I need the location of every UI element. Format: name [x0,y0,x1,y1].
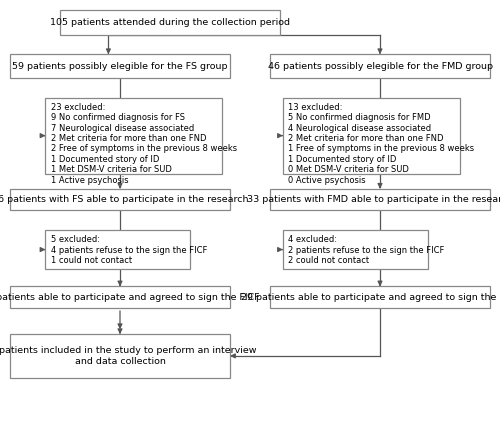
FancyBboxPatch shape [270,286,490,308]
FancyBboxPatch shape [45,230,190,269]
FancyBboxPatch shape [10,189,230,210]
Text: 59 patients possibly elegible for the FS group: 59 patients possibly elegible for the FS… [12,62,228,71]
FancyBboxPatch shape [270,54,490,78]
Text: 105 patients attended during the collection period: 105 patients attended during the collect… [50,18,290,26]
FancyBboxPatch shape [10,334,230,378]
FancyBboxPatch shape [60,10,280,35]
Text: 36 patients with FS able to participate in the research: 36 patients with FS able to participate … [0,195,248,204]
FancyBboxPatch shape [10,54,230,78]
Text: 13 excluded:
5 No confirmed diagnosis for FMD
4 Neurological disease associated
: 13 excluded: 5 No confirmed diagnosis fo… [288,103,474,184]
Text: 33 patients with FMD able to participate in the research: 33 patients with FMD able to participate… [247,195,500,204]
FancyBboxPatch shape [45,98,222,174]
FancyBboxPatch shape [10,286,230,308]
Text: 23 excluded:
9 No confirmed diagnosis for FS
7 Neurological disease associated
2: 23 excluded: 9 No confirmed diagnosis fo… [51,103,237,184]
Text: 31 patients able to participate and agreed to sign the FICF: 31 patients able to participate and agre… [0,293,260,302]
FancyBboxPatch shape [282,98,460,174]
Text: 60 patients included in the study to perform an interview
and data collection: 60 patients included in the study to per… [0,346,256,365]
FancyBboxPatch shape [282,230,428,269]
Text: 29 patients able to participate and agreed to sign the FICF: 29 patients able to participate and agre… [241,293,500,302]
Text: 4 excluded:
2 patients refuse to the sign the FICF
2 could not contact: 4 excluded: 2 patients refuse to the sig… [288,235,445,265]
FancyBboxPatch shape [270,189,490,210]
Text: 46 patients possibly elegible for the FMD group: 46 patients possibly elegible for the FM… [268,62,492,71]
Text: 5 excluded:
4 patients refuse to the sign the FICF
1 could not contact: 5 excluded: 4 patients refuse to the sig… [51,235,208,265]
